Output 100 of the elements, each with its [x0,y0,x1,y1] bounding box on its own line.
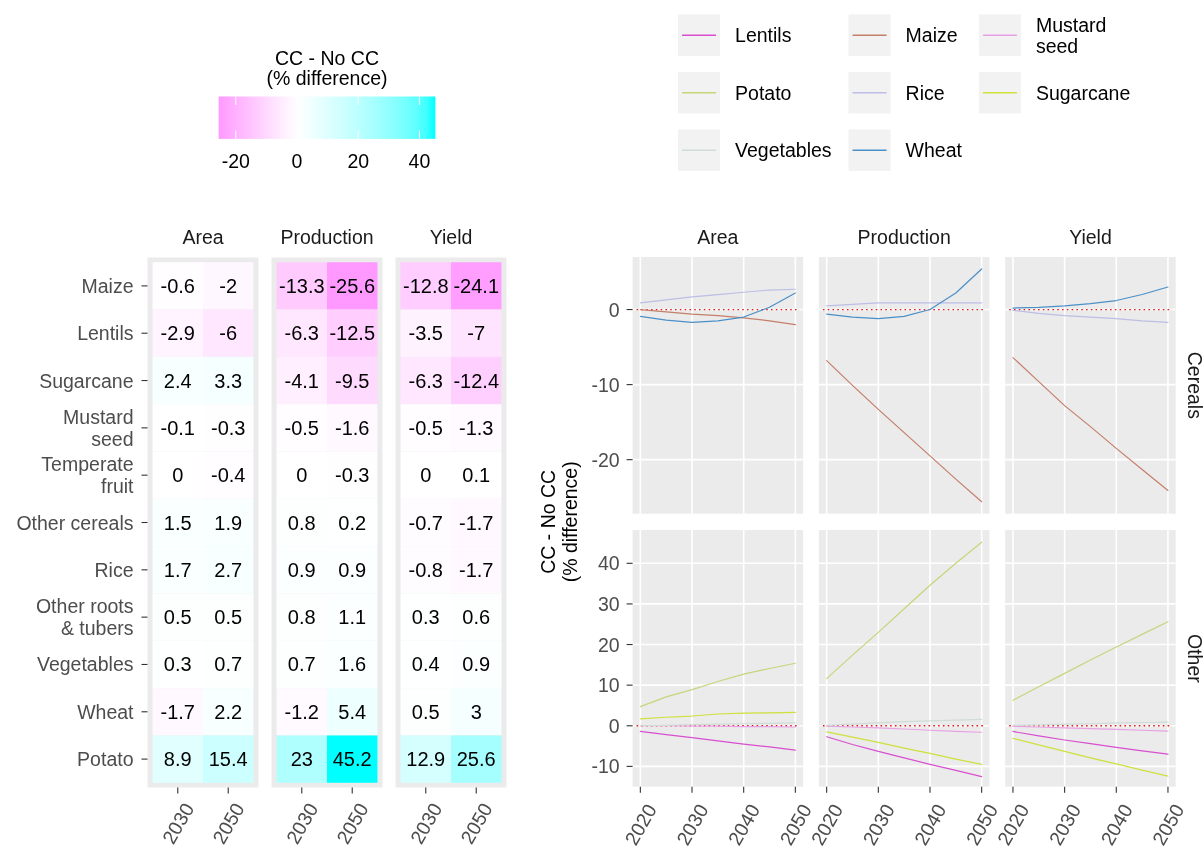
color-bar-label: 40 [408,150,431,172]
data-label: 3.3 [214,369,243,392]
chart-title: Area [697,226,739,248]
y-tick-label: Other roots & tubers [35,595,134,640]
legend-label: Mustard seed [1035,13,1107,57]
data-label: 2.2 [214,700,243,723]
legend-label: Potato [735,81,792,104]
data-label: 8.9 [163,748,192,771]
data-label: 5.4 [338,700,367,723]
color-bar-label: -20 [221,150,251,172]
data-label: -1.3 [458,416,494,439]
y-tick-label: -20 [591,448,620,471]
data-label: 2.4 [163,369,192,392]
data-label: 0.3 [163,653,192,676]
data-label: -0.3 [334,464,370,487]
y-tick-label: 40 [597,552,620,575]
data-label: 1.7 [163,558,192,581]
data-label: -24.1 [453,274,500,297]
data-label: -3.5 [408,322,444,345]
data-label: 0.9 [287,558,316,581]
data-label: 12.9 [406,748,446,771]
y-tick-label: 0 [608,298,620,321]
y-tick-label: Vegetables [36,653,134,676]
data-label: 0.8 [287,511,316,534]
data-label: 0.9 [462,653,491,676]
y-tick-label: Lentils [77,322,134,345]
data-label: -1.7 [458,511,494,534]
data-label: -12.4 [453,369,500,392]
y-axis-title: CC - No CC (% difference) [537,461,582,583]
data-label: -2.9 [160,322,196,345]
y-tick-label: -10 [591,373,620,396]
text: Other [1184,633,1204,684]
legend-label: Vegetables [735,139,832,162]
data-label: 45.2 [332,748,372,771]
data-label: -1.7 [160,700,196,723]
data-label: 1.1 [338,606,367,629]
color-bar-label: 0 [291,150,303,172]
data-label: -0.7 [408,511,444,534]
chart-title: Yield [429,226,473,248]
y-tick-label: Wheat [77,700,135,723]
legend-label: Lentils [735,24,792,47]
data-label: -0.1 [160,416,196,439]
color-bar-title: CC - No CC (% difference) [266,46,388,90]
data-label: -12.5 [329,322,376,345]
data-label: -0.8 [408,558,444,581]
color-bar-label: 20 [347,150,370,172]
data-label: -2 [219,274,238,297]
data-label: -9.5 [334,369,370,392]
data-label: -0.4 [210,464,246,487]
data-label: 0.6 [462,606,491,629]
y-tick-label: 30 [597,592,620,615]
data-label: -25.6 [329,274,376,297]
data-label: -6.3 [284,322,320,345]
chart-title: Production [857,226,951,248]
data-label: -7 [467,322,486,345]
data-label: -0.3 [210,416,246,439]
data-label: 15.4 [208,748,248,771]
data-label: 0 [172,464,184,487]
legend-label: Maize [905,24,958,47]
data-label: 0.5 [411,700,440,723]
data-label: -0.5 [408,416,444,439]
data-label: -6.3 [408,369,444,392]
legend-label: Rice [905,81,945,104]
data-label: 1.9 [214,511,243,534]
data-label: 0.5 [214,606,243,629]
data-label: -1.7 [458,558,494,581]
data-label: 0.8 [287,606,316,629]
data-label: 1.5 [163,511,192,534]
y-tick-label: Maize [81,274,134,297]
data-label: 2.7 [214,558,243,581]
text: Cereals [1184,351,1204,420]
data-label: 3 [470,700,482,723]
chart-title: Yield [1069,226,1112,248]
y-tick-label: -10 [591,755,620,778]
data-label: 1.6 [338,653,367,676]
data-label: -12.8 [402,274,449,297]
y-tick-label: 20 [597,633,620,656]
data-label: 23 [290,748,313,771]
chart-title: Area [182,226,224,248]
data-label: 0.3 [411,606,440,629]
data-label: 0.7 [287,653,316,676]
y-tick-label: Temperate fruit [41,453,135,498]
legend-label: Wheat [905,139,963,162]
data-label: 0.9 [338,558,367,581]
data-label: 0.4 [411,653,440,676]
y-tick-label: Sugarcane [39,369,134,392]
legend-label: Sugarcane [1035,81,1131,104]
y-tick-label: Mustard seed [63,405,134,450]
data-label: 0.7 [214,653,243,676]
data-label: -4.1 [284,369,320,392]
y-tick-label: 10 [597,674,620,697]
data-label: 0.2 [338,511,367,534]
y-tick-label: Rice [94,558,134,581]
y-tick-label: 0 [608,714,620,737]
y-tick-label: Potato [77,748,134,771]
data-label: -1.2 [284,700,320,723]
chart-title: Production [280,226,374,248]
data-label: 0.5 [163,606,192,629]
data-label: 0.1 [462,464,491,487]
data-label: 0 [420,464,432,487]
